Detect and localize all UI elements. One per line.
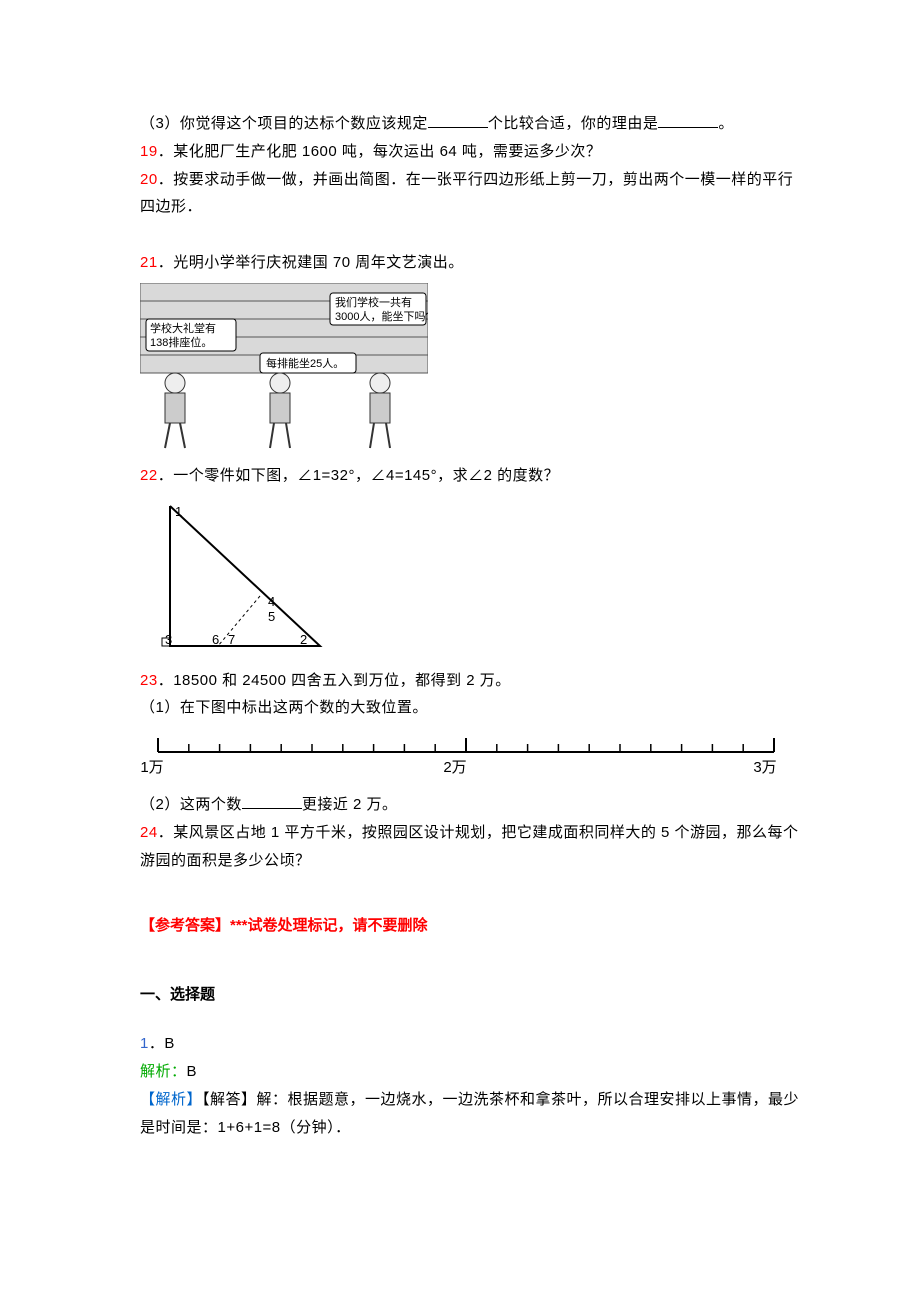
scene-illustration: 我们学校一共有 3000人，能坐下吗? 学校大礼堂有 138排座位。 每排能坐2… — [140, 283, 428, 451]
svg-text:7: 7 — [228, 632, 235, 647]
q22-figure: 1 45 3 67 2 — [140, 496, 800, 661]
svg-text:1万: 1万 — [140, 759, 163, 776]
a1-sep: ．B — [149, 1035, 175, 1052]
q18-3-mid: 个比较合适，你的理由是 — [488, 115, 659, 132]
svg-text:4: 4 — [268, 594, 275, 609]
q24-sep: ． — [158, 824, 174, 841]
q24: 24．某风景区占地 1 平方千米，按照园区设计规划，把它建成面积同样大的 5 个… — [140, 819, 800, 875]
answer-1-analysis: 解析：B — [140, 1058, 800, 1086]
q18-sub3: （3）你觉得这个项目的达标个数应该规定 个比较合适，你的理由是 。 — [140, 110, 800, 138]
q21-sep: ． — [158, 254, 174, 271]
svg-text:6: 6 — [212, 632, 219, 647]
q20-num: 20 — [140, 171, 158, 188]
q22-sep: ． — [158, 467, 174, 484]
q23-text: 18500 和 24500 四舍五入到万位，都得到 2 万。 — [173, 672, 511, 689]
q20-sep: ． — [158, 171, 174, 188]
q23-sub2-prefix: （2）这两个数 — [140, 796, 242, 813]
q24-num: 24 — [140, 824, 158, 841]
q23-numberline: 1万 2万 3万 — [140, 732, 800, 785]
svg-text:138排座位。: 138排座位。 — [150, 335, 212, 349]
a1-num: 1 — [140, 1035, 149, 1052]
angle-diagram: 1 45 3 67 2 — [140, 496, 330, 656]
svg-text:3: 3 — [165, 632, 172, 647]
q23-sep: ． — [158, 672, 174, 689]
svg-text:我们学校一共有: 我们学校一共有 — [335, 295, 412, 309]
q18-3-end: 。 — [718, 115, 734, 132]
q19-num: 19 — [140, 143, 158, 160]
answer-1: 1．B — [140, 1030, 800, 1058]
a1-expl-bracket: 【解析】 — [140, 1091, 202, 1108]
q21-text: 光明小学举行庆祝建国 70 周年文艺演出。 — [173, 254, 464, 271]
q23: 23．18500 和 24500 四舍五入到万位，都得到 2 万。 — [140, 667, 800, 695]
q23-num: 23 — [140, 672, 158, 689]
svg-text:学校大礼堂有: 学校大礼堂有 — [150, 321, 216, 335]
svg-text:3万: 3万 — [753, 759, 776, 776]
blank-field — [242, 795, 302, 809]
q19: 19．某化肥厂生产化肥 1600 吨，每次运出 64 吨，需要运多少次？ — [140, 138, 800, 166]
a1-analysis-label: 解析： — [140, 1063, 187, 1080]
blank-field — [428, 114, 488, 128]
a1-expl-body: 【解答】解：根据题意，一边烧水，一边洗茶杯和拿茶叶，所以合理安排以上事情，最少是… — [140, 1091, 799, 1136]
svg-text:3000人，能坐下吗?: 3000人，能坐下吗? — [335, 309, 428, 323]
q22: 22．一个零件如下图，∠1=32°，∠4=145°，求∠2 的度数？ — [140, 462, 800, 490]
q20: 20．按要求动手做一做，并画出简图．在一张平行四边形纸上剪一刀，剪出两个一模一样… — [140, 166, 800, 222]
svg-text:2: 2 — [300, 632, 307, 647]
svg-text:2万: 2万 — [443, 759, 466, 776]
q23-sub2-suffix: 更接近 2 万。 — [302, 796, 398, 813]
q22-num: 22 — [140, 467, 158, 484]
q24-text: 某风景区占地 1 平方千米，按照园区设计规划，把它建成面积同样大的 5 个游园，… — [140, 824, 799, 869]
answer-1-explanation: 【解析】【解答】解：根据题意，一边烧水，一边洗茶杯和拿茶叶，所以合理安排以上事情… — [140, 1086, 800, 1142]
q23-sub2: （2）这两个数 更接近 2 万。 — [140, 791, 800, 819]
answer-key-header: 【参考答案】***试卷处理标记，请不要删除 — [140, 914, 800, 935]
q19-text: 某化肥厂生产化肥 1600 吨，每次运出 64 吨，需要运多少次？ — [173, 143, 601, 160]
svg-text:每排能坐25人。: 每排能坐25人。 — [266, 356, 344, 370]
q20-text: 按要求动手做一做，并画出简图．在一张平行四边形纸上剪一刀，剪出两个一模一样的平行… — [140, 171, 793, 216]
q21-figure: 我们学校一共有 3000人，能坐下吗? 学校大礼堂有 138排座位。 每排能坐2… — [140, 283, 800, 456]
q21-num: 21 — [140, 254, 158, 271]
blank-field — [658, 114, 718, 128]
svg-text:1: 1 — [175, 504, 182, 519]
svg-text:5: 5 — [268, 609, 275, 624]
section-title-choice: 一、选择题 — [140, 983, 800, 1004]
q19-sep: ． — [158, 143, 174, 160]
number-line-diagram: 1万 2万 3万 — [140, 732, 780, 780]
q22-text: 一个零件如下图，∠1=32°，∠4=145°，求∠2 的度数？ — [173, 467, 559, 484]
q21: 21．光明小学举行庆祝建国 70 周年文艺演出。 — [140, 249, 800, 277]
q23-sub1: （1）在下图中标出这两个数的大致位置。 — [140, 694, 800, 722]
a1-analysis-val: B — [187, 1063, 198, 1080]
q18-3-prefix: （3）你觉得这个项目的达标个数应该规定 — [140, 115, 428, 132]
